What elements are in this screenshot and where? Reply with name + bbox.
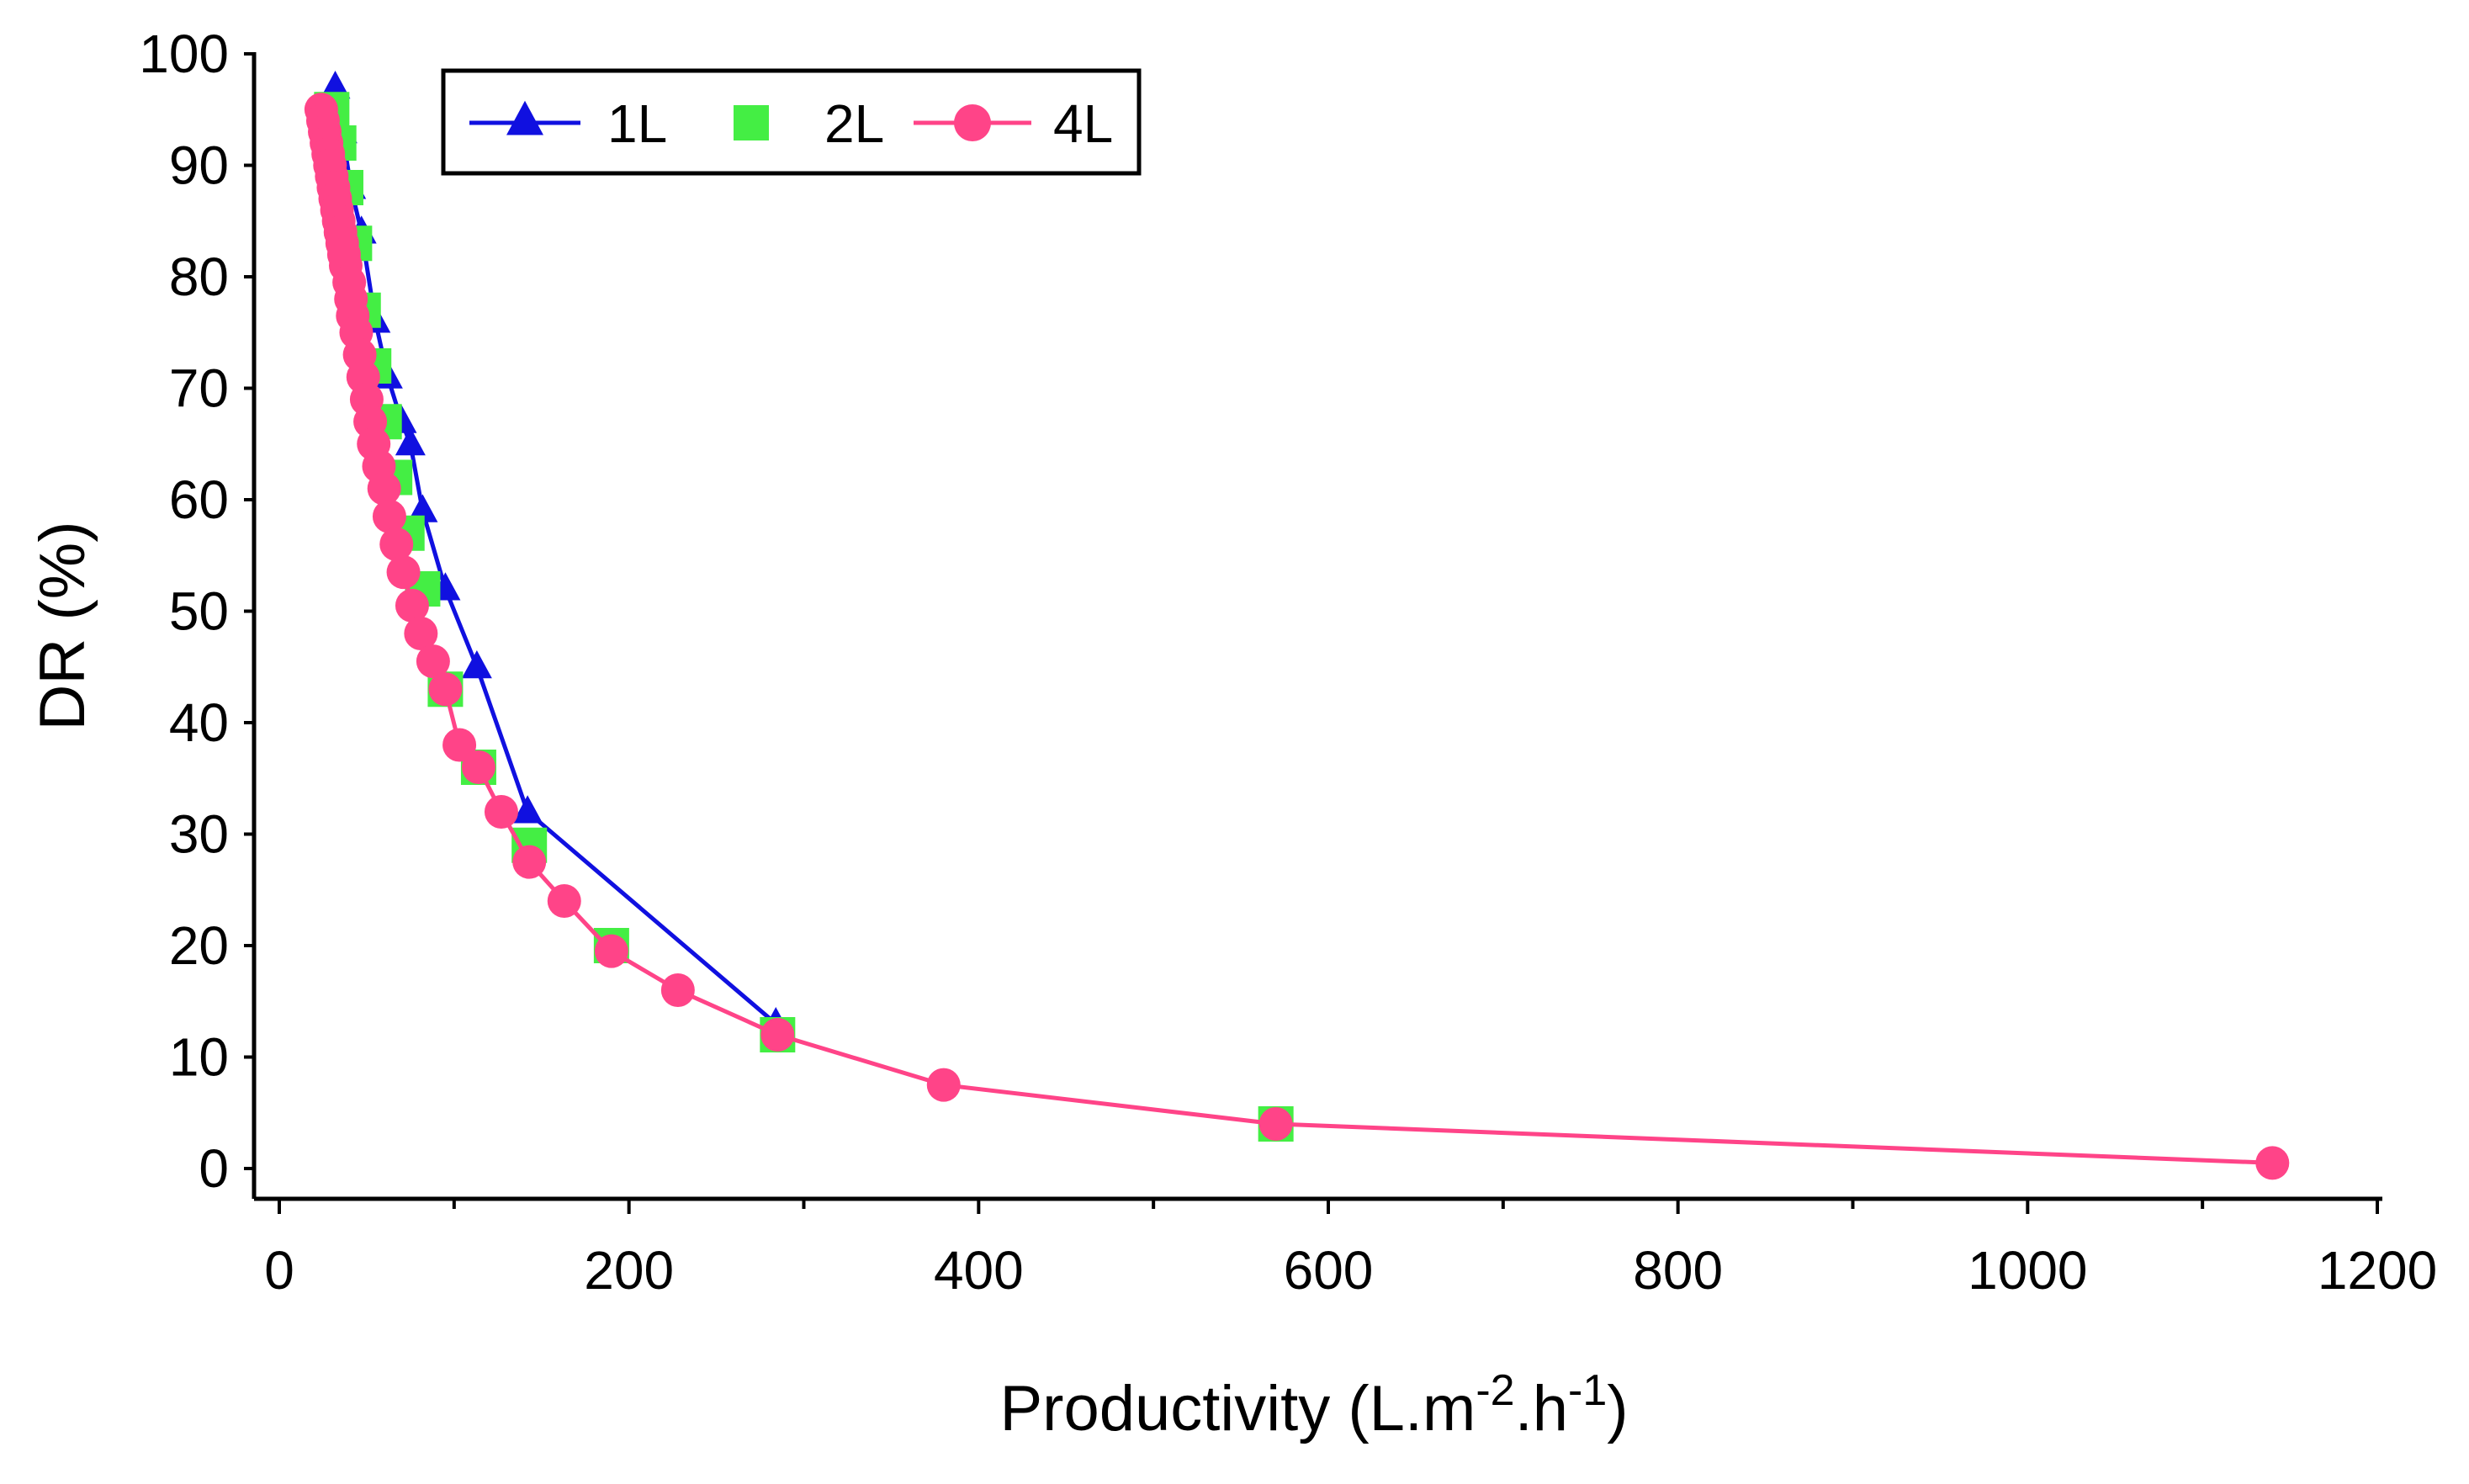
data-point-4L (512, 845, 547, 879)
legend-items: 1L 2L 4L (469, 93, 1113, 154)
y-tick-label: 50 (169, 581, 229, 642)
y-tick-label: 90 (169, 135, 229, 196)
data-point-1L (320, 70, 351, 99)
x-axis-title-sup2: -1 (1568, 1366, 1607, 1415)
series-line-4L (319, 109, 2273, 1165)
y-tick-label: 20 (169, 915, 229, 976)
series-layer (304, 70, 2290, 1180)
data-point-4L (484, 795, 518, 829)
y-tick-label: 0 (199, 1138, 229, 1199)
y-ticks: 0 10 20 30 40 50 60 70 80 90 100 (139, 24, 254, 1199)
legend-label-4L: 4L (1053, 93, 1113, 154)
legend-marker-4L (954, 104, 991, 141)
series-2L (314, 92, 1294, 1142)
x-axis-title-sup1: -2 (1476, 1366, 1514, 1415)
data-point-4L (395, 588, 429, 623)
data-point-4L (404, 617, 438, 650)
axes (252, 52, 2382, 1201)
data-point-4L (367, 471, 401, 506)
y-tick-label: 70 (169, 358, 229, 419)
y-tick-label: 30 (169, 804, 229, 865)
legend-label-1L: 1L (607, 93, 667, 154)
legend-marker-1L (506, 100, 543, 135)
legend-marker-2L (734, 105, 769, 140)
data-point-1L (512, 795, 543, 824)
y-tick-label: 80 (169, 246, 229, 307)
data-point-4L (760, 1018, 795, 1052)
x-axis-title-mid: .h (1515, 1373, 1568, 1444)
x-tick-label: 1200 (2318, 1240, 2437, 1301)
data-point-4L (660, 973, 695, 1007)
y-tick-label: 60 (169, 469, 229, 530)
data-point-4L (594, 934, 628, 968)
data-point-4L (2255, 1146, 2290, 1180)
legend: 1L 2L 4L (441, 68, 1142, 176)
data-point-1L (461, 649, 492, 679)
data-point-4L (461, 750, 495, 784)
x-axis-title-main: Productivity (L.m (999, 1373, 1476, 1444)
x-tick-label: 1000 (1968, 1240, 2087, 1301)
data-point-4L (386, 555, 421, 590)
data-point-4L (428, 672, 463, 707)
data-point-1L (395, 427, 426, 456)
series-4L (304, 93, 2290, 1180)
x-tick-label: 200 (584, 1240, 674, 1301)
y-tick-label: 40 (169, 692, 229, 753)
x-tick-label: 600 (1284, 1240, 1374, 1301)
x-tick-label: 400 (934, 1240, 1024, 1301)
x-axis-title-end: ) (1607, 1373, 1628, 1444)
data-point-4L (416, 644, 450, 679)
data-point-4L (926, 1068, 961, 1102)
x-ticks: 0 200 400 600 800 1000 1200 (264, 1199, 2437, 1301)
data-point-4L (372, 499, 406, 533)
data-point-4L (1258, 1107, 1293, 1141)
x-tick-label: 800 (1633, 1240, 1723, 1301)
y-tick-label: 100 (139, 24, 229, 84)
data-point-1L (407, 494, 438, 522)
y-axis-title: DR (%) (27, 521, 98, 730)
data-point-4L (442, 728, 477, 762)
y-tick-label: 10 (169, 1027, 229, 1088)
data-point-4L (547, 884, 581, 918)
x-tick-label: 0 (264, 1240, 294, 1301)
legend-label-2L: 2L (824, 93, 884, 154)
x-axis-title: Productivity (L.m-2.h-1) (999, 1366, 1628, 1444)
data-point-4L (379, 527, 414, 561)
